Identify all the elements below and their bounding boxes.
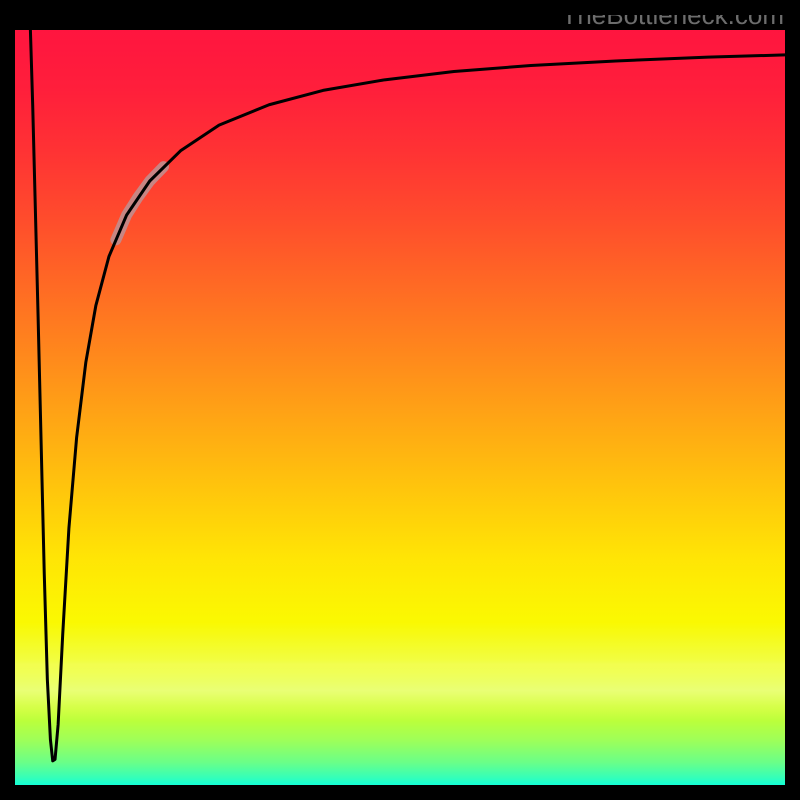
frame-right [785,0,800,800]
plot-svg [15,30,785,785]
frame-left [0,0,15,800]
chart-root: TheBottleneck.com [0,0,800,800]
frame-bottom [0,785,800,800]
frame-top [0,0,800,15]
plot-area [15,30,785,785]
haze-band [15,660,785,720]
